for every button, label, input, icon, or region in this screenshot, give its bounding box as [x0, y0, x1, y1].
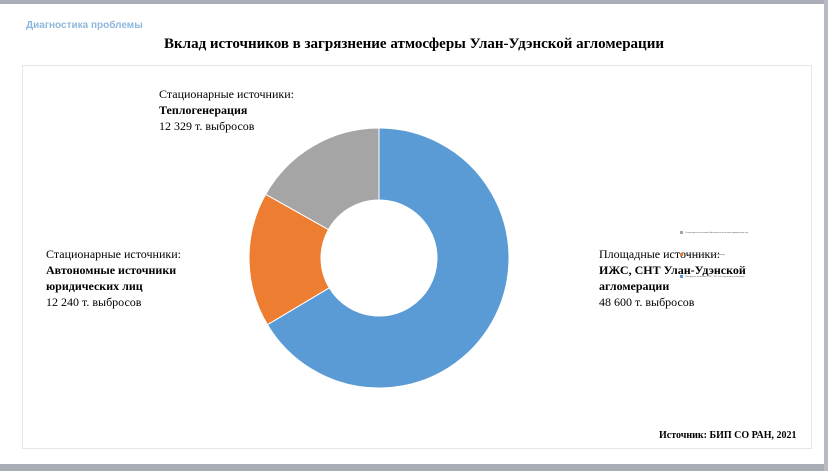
- legend-item-area: Площадные источники: ИЖС, СНТ Улан-Удэнс…: [680, 275, 744, 278]
- label-auto-name1: Автономные источники: [46, 263, 177, 277]
- label-heat-value: 12 329 т. выбросов: [159, 119, 255, 133]
- slide-title: Вклад источников в загрязнение атмосферы…: [164, 36, 664, 52]
- label-area-line1: Площадные источники:: [599, 247, 721, 261]
- legend-swatch: [680, 253, 683, 256]
- label-area-name1: ИЖС, СНТ Улан-Удэнской: [599, 263, 746, 277]
- label-area-line2: ИЖС, СНТ Улан-Удэнской: [599, 262, 746, 278]
- legend-swatch: [680, 275, 683, 278]
- window-frame-bottom: [0, 464, 828, 471]
- label-area-name2: агломерации: [599, 279, 670, 293]
- donut-slice-0: [266, 127, 510, 389]
- legend-text: Стационарные источники: Теплогенерация: [685, 254, 726, 257]
- label-heat-line2: Теплогенерация: [159, 102, 294, 118]
- chart-area: [22, 65, 812, 449]
- label-area-sources: Площадные источники: ИЖС, СНТ Улан-Удэнс…: [599, 246, 746, 310]
- label-area-line3: агломерации: [599, 278, 746, 294]
- label-auto-line3: юридических лиц: [46, 278, 181, 294]
- donut-slice-2: [264, 127, 380, 231]
- legend-text: Стационарные источники: Автономные источ…: [685, 232, 749, 235]
- legend-item-auto: Стационарные источники: Автономные источ…: [680, 231, 748, 234]
- source-note: Источник: БИП СО РАН, 2021: [659, 430, 797, 441]
- window-frame-right: [824, 0, 828, 471]
- label-heat-name: Теплогенерация: [159, 103, 248, 117]
- label-auto-line2: Автономные источники: [46, 262, 181, 278]
- label-autonomous-sources: Стационарные источники: Автономные источ…: [46, 246, 181, 310]
- label-heat-line1: Стационарные источники:: [159, 87, 294, 101]
- label-heat-generation: Стационарные источники: Теплогенерация 1…: [159, 86, 294, 134]
- legend-swatch: [680, 231, 683, 234]
- label-auto-line1: Стационарные источники:: [46, 247, 181, 261]
- legend-text: Площадные источники: ИЖС, СНТ Улан-Удэнс…: [685, 276, 745, 279]
- legend-item-heat: Стационарные источники: Теплогенерация: [680, 253, 725, 256]
- label-area-value: 48 600 т. выбросов: [599, 295, 695, 309]
- label-auto-name2: юридических лиц: [46, 279, 143, 293]
- window-frame-top: [0, 0, 828, 4]
- donut-slice-1: [248, 193, 330, 326]
- section-label: Диагностика проблемы: [26, 20, 143, 31]
- label-auto-value: 12 240 т. выбросов: [46, 295, 142, 309]
